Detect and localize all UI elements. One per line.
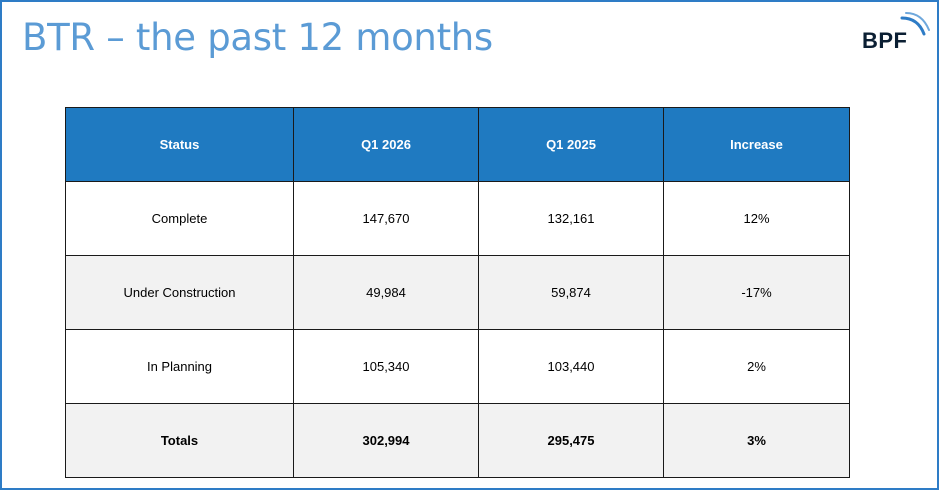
cell-q1-2026: 147,670 <box>293 181 479 256</box>
table-header-row: Status Q1 2026 Q1 2025 Increase <box>65 107 850 182</box>
cell-q1-2025: 132,161 <box>478 181 664 256</box>
bpf-logo: BPF <box>862 12 932 56</box>
cell-status: In Planning <box>65 329 294 404</box>
cell-q1-2026: 105,340 <box>293 329 479 404</box>
cell-increase: 12% <box>663 181 850 256</box>
cell-increase: -17% <box>663 255 850 330</box>
cell-status: Under Construction <box>65 255 294 330</box>
btr-status-table: Status Q1 2026 Q1 2025 Increase Complete… <box>65 107 850 478</box>
header-q1-2026: Q1 2026 <box>293 107 479 182</box>
header-q1-2025: Q1 2025 <box>478 107 664 182</box>
cell-q1-2025: 103,440 <box>478 329 664 404</box>
table-row: Under Construction 49,984 59,874 -17% <box>65 255 850 330</box>
cell-q1-2025: 295,475 <box>478 403 664 478</box>
cell-q1-2026: 49,984 <box>293 255 479 330</box>
header-status: Status <box>65 107 294 182</box>
table-row: In Planning 105,340 103,440 2% <box>65 329 850 404</box>
cell-status: Complete <box>65 181 294 256</box>
header-increase: Increase <box>663 107 850 182</box>
cell-increase: 2% <box>663 329 850 404</box>
cell-status: Totals <box>65 403 294 478</box>
logo-arc-icon <box>900 12 930 36</box>
totals-row: Totals 302,994 295,475 3% <box>65 403 850 478</box>
cell-q1-2025: 59,874 <box>478 255 664 330</box>
slide-title: BTR – the past 12 months <box>22 16 493 59</box>
table-row: Complete 147,670 132,161 12% <box>65 181 850 256</box>
cell-q1-2026: 302,994 <box>293 403 479 478</box>
cell-increase: 3% <box>663 403 850 478</box>
logo-text: BPF <box>862 28 908 53</box>
